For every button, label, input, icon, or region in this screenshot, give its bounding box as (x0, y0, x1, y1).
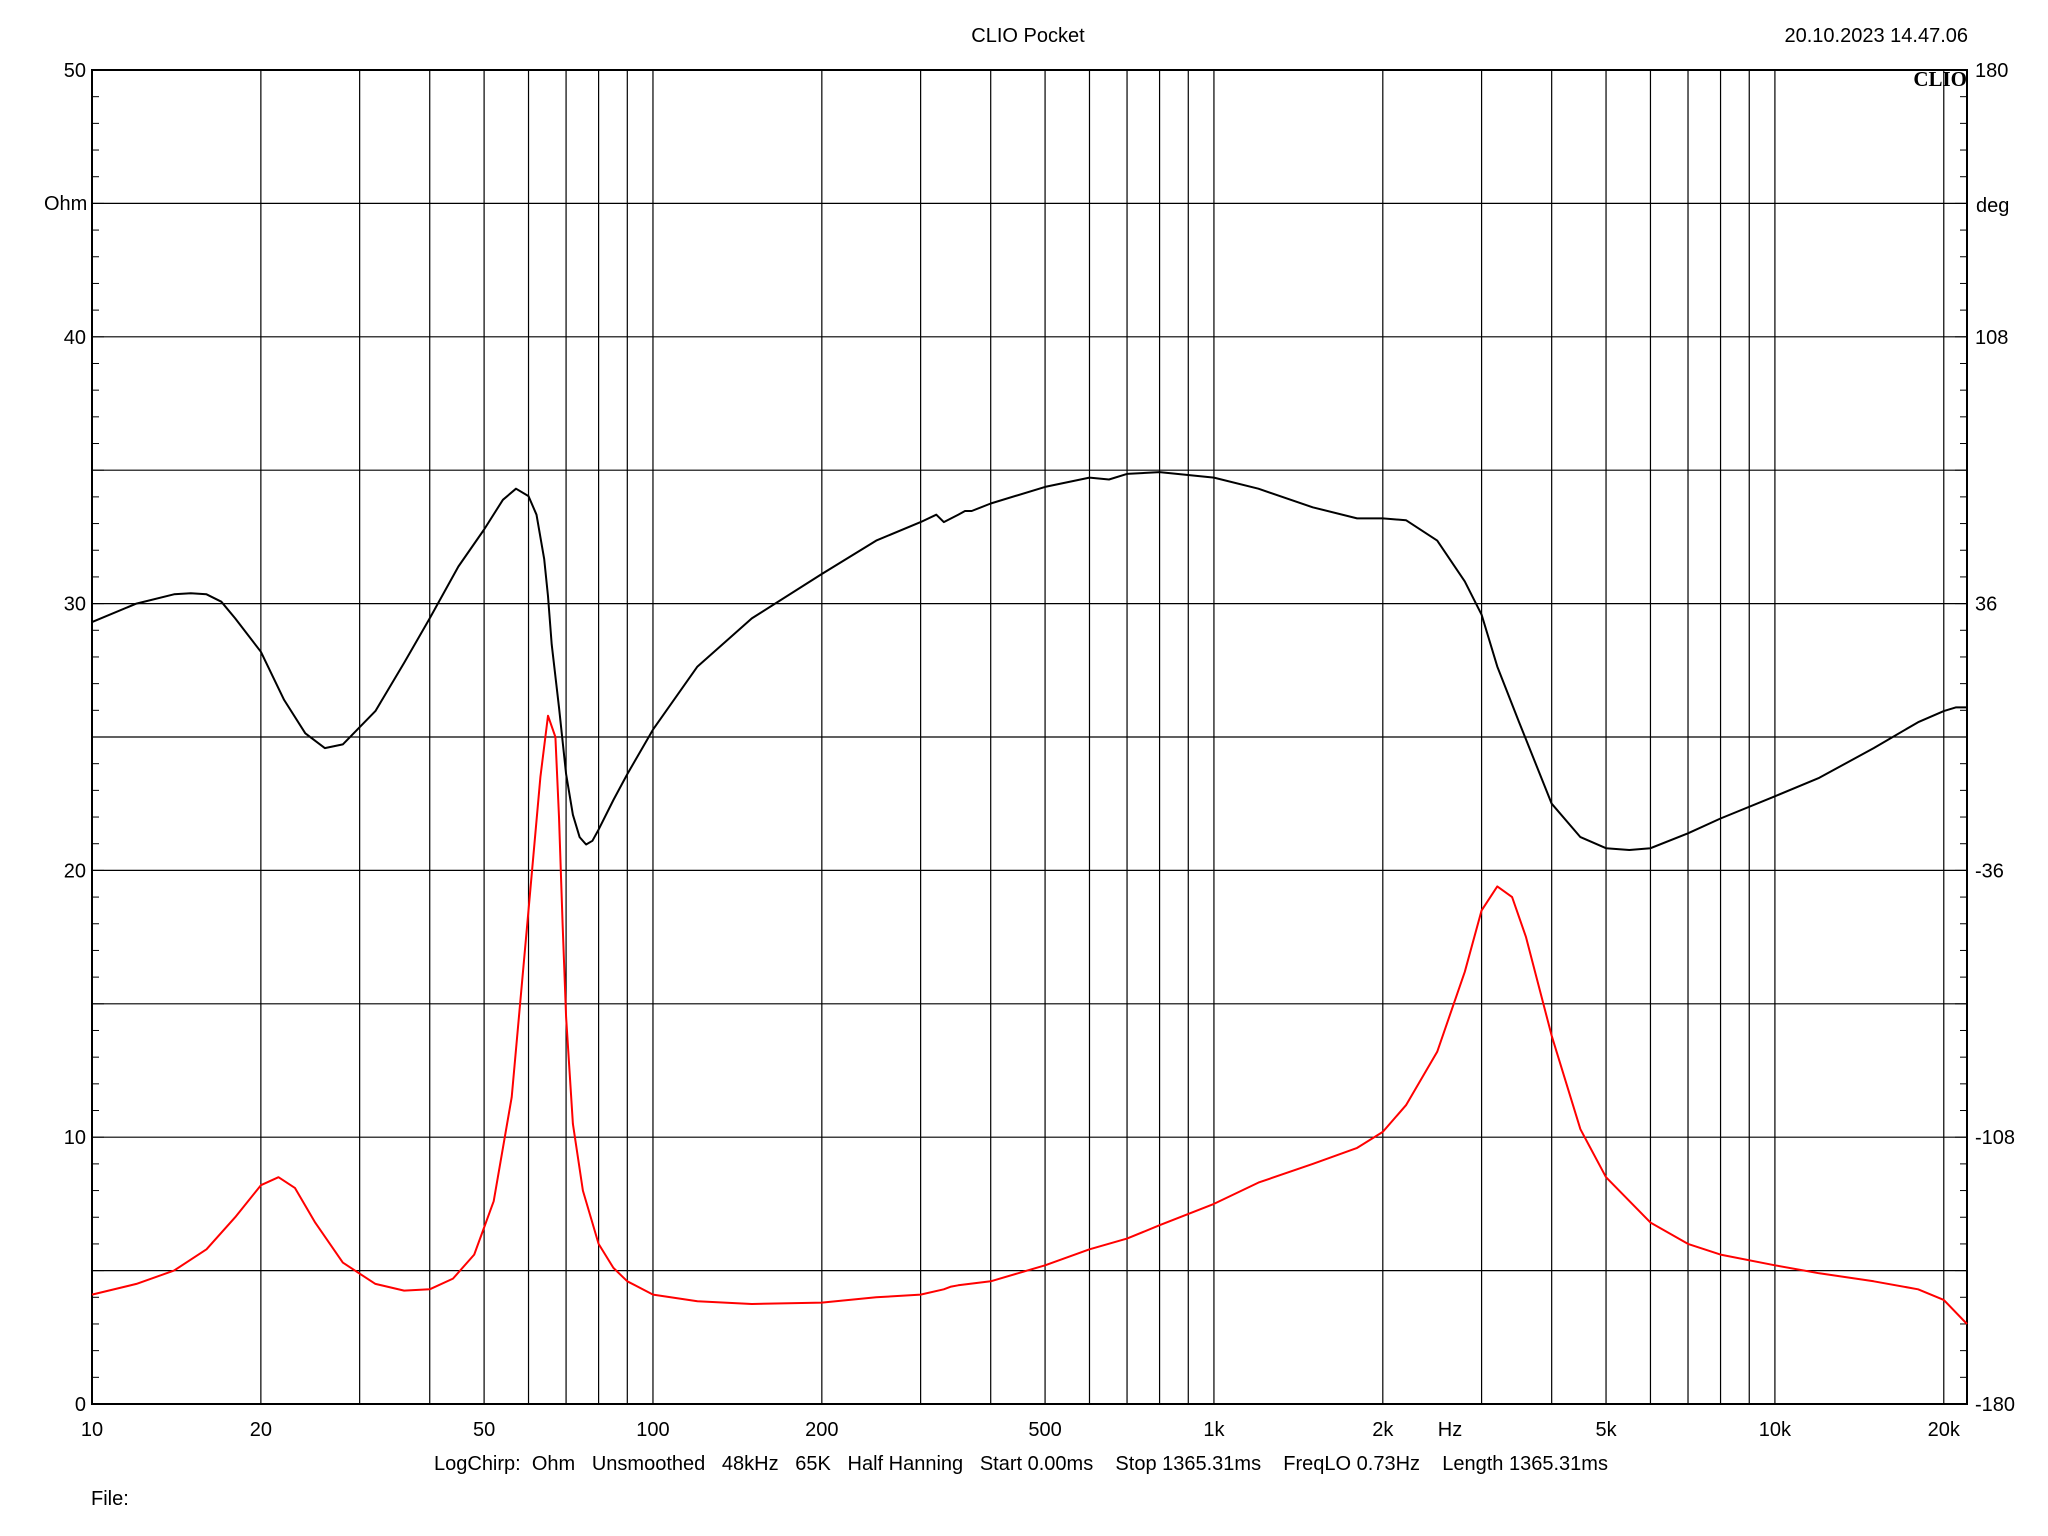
chart-title: CLIO Pocket (971, 25, 1085, 47)
x-tick-label: 10k (1759, 1419, 1792, 1441)
axis-labels: 10 20 50 100 200 500 1k 2k 5k 10k 20k 0 10 20 30 40 50 -1… (64, 60, 2015, 1441)
right-axis-unit: deg (1976, 195, 2009, 217)
x-tick-label: 20 (250, 1419, 272, 1441)
right-tick-label: -108 (1975, 1127, 2015, 1149)
right-tick-label: 108 (1975, 327, 2008, 349)
left-tick-label: 30 (64, 594, 86, 616)
measurement-settings: LogChirp: Ohm Unsmoothed 48kHz 65K Half … (434, 1453, 1608, 1475)
right-tick-label: 180 (1975, 60, 2008, 82)
file-label: File: (91, 1488, 129, 1510)
right-tick-label: -36 (1975, 860, 2004, 882)
clio-logo: CLIO (1913, 67, 1967, 91)
x-tick-label: 500 (1028, 1419, 1061, 1441)
phase-curve (91, 471, 1967, 851)
left-tick-label: 10 (64, 1127, 86, 1149)
axis-minor-ticks (92, 96, 1967, 1378)
grid-lines (92, 70, 1967, 1404)
x-tick-label: 200 (805, 1419, 838, 1441)
x-tick-label: 2k (1372, 1419, 1394, 1441)
impedance-curve (91, 714, 1968, 1325)
series-group (91, 471, 1968, 1325)
x-tick-label: 5k (1595, 1419, 1617, 1441)
left-tick-label: 50 (64, 60, 86, 82)
x-tick-label: 1k (1203, 1419, 1225, 1441)
x-axis-unit: Hz (1438, 1419, 1462, 1441)
timestamp: 20.10.2023 14.47.06 (1784, 25, 1968, 47)
x-tick-label: 20k (1928, 1419, 1961, 1441)
x-tick-label: 50 (473, 1419, 495, 1441)
right-tick-label: -180 (1975, 1394, 2015, 1416)
left-tick-label: 20 (64, 860, 86, 882)
left-tick-label: 0 (75, 1394, 86, 1416)
x-tick-label: 100 (636, 1419, 669, 1441)
left-axis-unit: Ohm (44, 193, 87, 215)
right-tick-label: 36 (1975, 594, 1997, 616)
x-tick-label: 10 (81, 1419, 103, 1441)
left-tick-label: 40 (64, 327, 86, 349)
